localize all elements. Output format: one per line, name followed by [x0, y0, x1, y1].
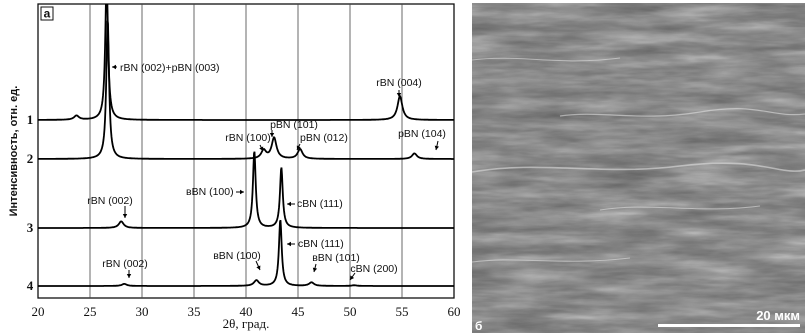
arrow-head: [287, 241, 291, 247]
x-tick-label: 40: [240, 304, 253, 319]
peak-annotation: pBN (012): [296, 132, 348, 151]
peak-annotation: cBN (200): [349, 263, 398, 281]
peak-annotation: rBN (002): [102, 258, 148, 278]
sem-bright-streaks: [471, 57, 805, 263]
x-tick-label: 35: [188, 304, 201, 319]
arrow-head: [296, 145, 301, 150]
peak-annotation: rBN (004): [376, 77, 422, 97]
peak-annotation: cBN (111): [287, 238, 344, 250]
peak-annotation: pBN (101): [269, 119, 318, 137]
annotation-label: cBN (200): [350, 263, 397, 275]
curve-numbers: 1 2 3 4: [27, 112, 34, 293]
x-tick-label: 30: [136, 304, 149, 319]
arrow-head: [396, 93, 402, 97]
peak-annotation: pBN (104): [398, 128, 446, 151]
arrow-head: [122, 214, 128, 218]
curve-number: 3: [27, 220, 34, 235]
annotation-label: pBN (101): [270, 119, 318, 131]
series-1-curve: [38, 4, 454, 121]
arrow-head: [312, 267, 318, 272]
curve-number: 1: [27, 112, 34, 127]
x-tick-label: 45: [292, 304, 305, 319]
x-tick-label: 25: [84, 304, 97, 319]
arrow-head: [287, 201, 291, 207]
scale-bar: [658, 324, 800, 327]
series-3-curve: [38, 151, 454, 229]
x-tick-label: 60: [448, 304, 461, 319]
annotation-label: вBN (100): [213, 250, 261, 262]
annotation-label: pBN (012): [300, 132, 348, 144]
curve-number: 4: [27, 278, 34, 293]
annotation-label: вBN (100): [186, 186, 234, 198]
sem-image-panel: б 20 мкм: [471, 3, 805, 333]
arrow-head: [112, 64, 116, 70]
peak-annotation: rBN (002): [87, 195, 133, 218]
x-tick-label: 50: [344, 304, 357, 319]
annotation-label: rBN (004): [376, 77, 422, 89]
arrow-head: [126, 274, 132, 278]
annotation-label: rBN (100): [225, 132, 271, 144]
annotation-label: rBN (002)+pBN (003): [120, 62, 220, 74]
annotation-label: rBN (002): [102, 258, 148, 270]
panel-a-letter: а: [44, 7, 51, 21]
y-axis-title: Интенсивность, отн. ед.: [8, 86, 20, 217]
arrow-head: [259, 146, 264, 151]
xrd-chart: 20 25 30 35 40 45 50 55 60 rBN (002)+pBN (003) rB…: [8, 3, 461, 331]
panel-a-letter-box: [40, 6, 54, 21]
annotation-label: pBN (104): [398, 128, 446, 140]
x-tick-labels: 20 25 30 35 40 45 50 55 60: [32, 304, 461, 319]
annotation-label: cBN (111): [298, 238, 344, 250]
series-4-curve: [38, 219, 454, 287]
arrow-head: [350, 275, 355, 280]
peak-annotation: вBN (100): [186, 186, 244, 198]
arrow-head: [240, 189, 244, 195]
peak-annotation: rBN (002)+pBN (003): [112, 62, 220, 74]
scale-bar-label: 20 мкм: [756, 308, 800, 323]
x-axis-title: 2θ, град.: [223, 316, 270, 331]
arrow-head: [269, 133, 275, 137]
peak-annotations: rBN (002)+pBN (003)rBN (004)pBN (101)rBN…: [87, 62, 446, 281]
peak-annotation: вBN (100): [213, 250, 261, 271]
annotation-label: rBN (002): [87, 195, 133, 207]
diffraction-curves: [38, 4, 454, 287]
annotation-label: вBN (101): [312, 252, 360, 264]
peak-annotation: вBN (101): [312, 252, 360, 273]
arrow-head: [256, 265, 261, 270]
panel-b-letter: б: [475, 319, 482, 333]
curve-number: 2: [27, 151, 34, 166]
peak-annotation: rBN (100): [225, 132, 271, 152]
x-tick-label: 20: [32, 304, 45, 319]
peak-annotation: cBN (111): [287, 198, 343, 210]
x-tick-label: 55: [396, 304, 409, 319]
annotation-label: cBN (111): [297, 198, 343, 210]
series-2-curve: [38, 20, 454, 160]
arrow-head: [434, 145, 440, 150]
